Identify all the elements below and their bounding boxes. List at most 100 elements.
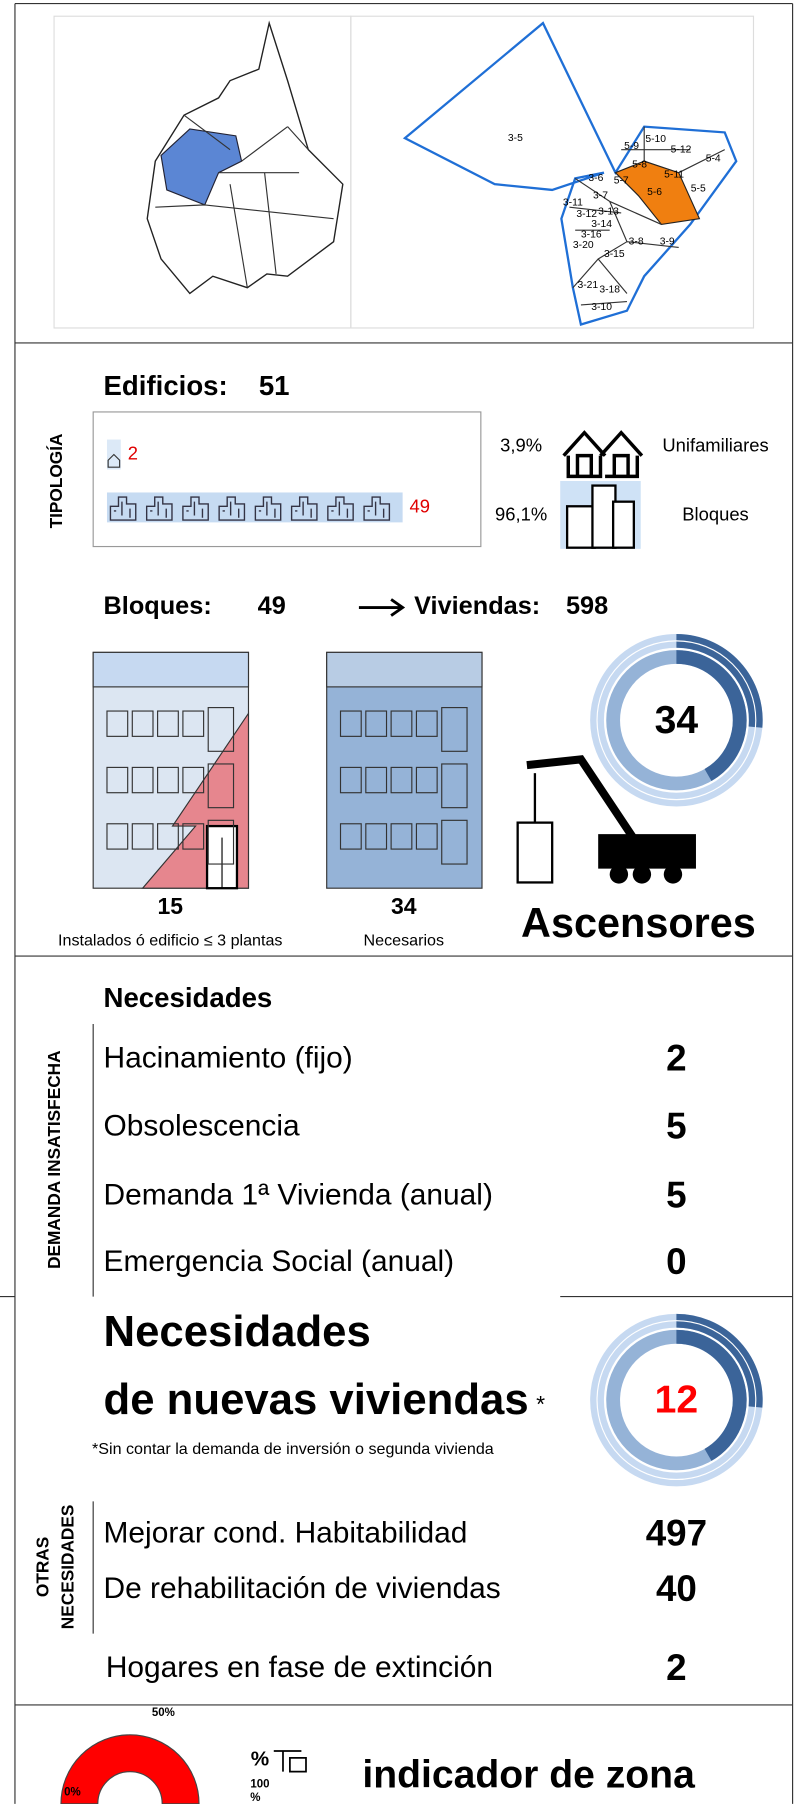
section-label: DEMANDA INSATISFECHA <box>44 1050 64 1269</box>
donut <box>590 1313 763 1487</box>
map-label: 3-9 <box>660 236 675 247</box>
row-value: 40 <box>656 1568 697 1609</box>
note: *Sin contar la demanda de inversión o se… <box>92 1440 494 1458</box>
crane-icon <box>516 755 696 884</box>
section-label: TIPOLOGÍA <box>46 434 66 529</box>
map-label: 3-15 <box>604 249 625 260</box>
map-label: 3-18 <box>599 285 620 296</box>
asterisk: * <box>536 1391 545 1417</box>
gauge <box>60 1734 200 1804</box>
ring <box>621 665 732 775</box>
row-label: Obsolescencia <box>104 1109 300 1142</box>
window <box>207 707 235 752</box>
hogares-value: 2 <box>666 1647 686 1688</box>
gauge-min: 0% <box>64 1786 81 1798</box>
window <box>415 823 438 850</box>
instalados-value: 15 <box>157 893 183 919</box>
donut-value: 12 <box>655 1379 699 1422</box>
ring <box>621 1345 732 1455</box>
gauge-mid: 50% <box>152 1707 175 1719</box>
window <box>131 710 154 737</box>
window <box>157 766 179 794</box>
row-label: Demanda 1ª Vivienda (anual) <box>104 1178 493 1211</box>
house-icon <box>107 453 121 468</box>
section-label: OTRAS <box>32 1537 52 1597</box>
map-label: 3-12 <box>576 209 597 220</box>
map-label: 5-4 <box>706 154 721 165</box>
block-icon <box>109 496 137 521</box>
window <box>157 710 179 737</box>
window <box>339 823 362 850</box>
building-installed <box>92 651 250 890</box>
ascensores-title: Ascensores <box>521 900 756 946</box>
legend-icon <box>273 1750 307 1773</box>
window <box>415 710 438 737</box>
block-icon <box>182 496 209 521</box>
legend-unit: % <box>250 1792 260 1804</box>
arrow <box>358 598 406 617</box>
houses-icon <box>562 430 644 479</box>
nuevas-title: de nuevas viviendas <box>104 1375 529 1424</box>
window <box>365 766 388 794</box>
window <box>182 766 205 794</box>
window <box>182 710 205 737</box>
map-label: 5-10 <box>645 134 666 145</box>
map-label: 3-21 <box>577 280 598 291</box>
map-label: 3-11 <box>563 197 583 208</box>
ring <box>596 640 757 801</box>
window <box>157 823 179 850</box>
necesarios-label: Necesarios <box>364 931 445 949</box>
bloques-pct: 96,1% <box>495 503 547 524</box>
edificios-total: 51 <box>259 370 290 401</box>
window <box>207 763 235 809</box>
map-label: 3-5 <box>508 133 523 144</box>
row-label: Emergencia Social (anual) <box>104 1245 455 1278</box>
unifamiliares-count: 2 <box>128 442 138 463</box>
ring-segment <box>676 650 747 782</box>
blocks-row <box>106 492 403 523</box>
otras-rows: Mejorar cond. Habitabilidad 497 De rehabil… <box>104 1513 708 1609</box>
row-value: 0 <box>666 1241 686 1282</box>
section-label: NECESIDADES <box>58 1505 78 1630</box>
city-map <box>53 15 352 329</box>
windows <box>339 707 468 865</box>
block-icon <box>290 496 318 521</box>
map-label: 3-6 <box>588 173 603 184</box>
legend-top: % <box>251 1748 269 1771</box>
map-label: 3-8 <box>629 236 644 247</box>
window <box>106 710 129 737</box>
map-label: 3-20 <box>573 240 594 251</box>
windows <box>106 707 235 865</box>
window <box>441 763 468 809</box>
edificios-label: Edificios: <box>104 370 228 401</box>
indicador-title: indicador de zona <box>362 1754 695 1797</box>
map-label: 3-16 <box>581 230 602 241</box>
window <box>365 710 388 737</box>
map-label: 5-7 <box>614 175 629 186</box>
unifamiliares-label: Unifamiliares <box>662 434 768 455</box>
map-label: 5-6 <box>647 187 662 198</box>
bloques-label: Bloques: <box>104 592 212 620</box>
window <box>390 766 413 794</box>
bloques-value: 49 <box>258 592 286 620</box>
block-icon <box>218 496 246 521</box>
typology-box <box>92 411 482 548</box>
nuevas-title: Necesidades <box>104 1307 371 1356</box>
ring-segment <box>676 1329 747 1461</box>
window <box>131 766 154 794</box>
row-value: 497 <box>646 1513 707 1554</box>
block-icon <box>145 496 173 521</box>
row-label: De rehabilitación de viviendas <box>104 1572 501 1605</box>
bloques-count: 49 <box>410 495 430 516</box>
window <box>106 766 129 794</box>
viviendas-value: 598 <box>566 592 608 620</box>
frame <box>0 2 794 1804</box>
necesarios-value: 34 <box>391 893 417 919</box>
demanda-title: Necesidades <box>104 982 273 1013</box>
building-needed <box>326 651 483 889</box>
row-label: Mejorar cond. Habitabilidad <box>104 1517 468 1550</box>
row-value: 2 <box>666 1037 686 1078</box>
window <box>182 823 205 850</box>
donut <box>590 633 763 807</box>
